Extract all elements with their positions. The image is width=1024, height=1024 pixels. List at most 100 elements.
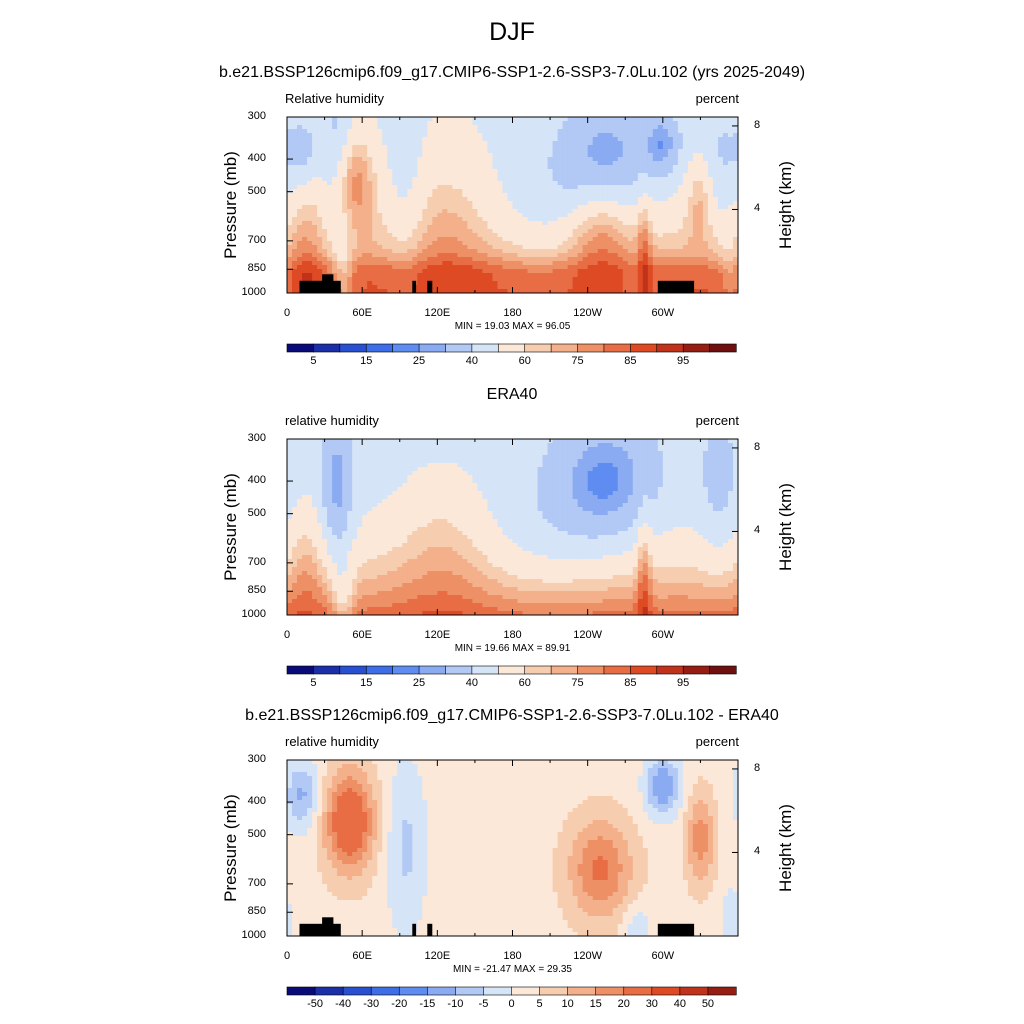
field-cell — [672, 137, 679, 142]
field-cell — [652, 157, 659, 162]
field-cell — [522, 145, 529, 150]
field-cell — [377, 157, 383, 162]
field-cell — [712, 161, 719, 166]
field-cell — [492, 269, 499, 274]
field-cell — [682, 459, 689, 464]
field-cell — [347, 475, 353, 480]
field-cell — [707, 213, 714, 218]
field-cell — [577, 213, 584, 218]
field-cell — [462, 177, 468, 182]
field-cell — [477, 181, 484, 186]
field-cell — [602, 137, 609, 142]
field-cell — [572, 193, 579, 198]
field-cell — [552, 141, 559, 146]
field-cell — [477, 253, 484, 258]
field-cell — [642, 205, 649, 210]
field-cell — [662, 145, 669, 150]
field-cell — [302, 237, 308, 242]
field-cell — [537, 117, 544, 122]
field-cell — [322, 209, 328, 214]
field-cell — [332, 265, 338, 270]
field-cell — [477, 141, 484, 146]
field-cell — [387, 245, 393, 250]
field-cell — [397, 455, 403, 460]
field-cell — [367, 245, 373, 250]
field-cell — [692, 145, 699, 150]
field-cell — [382, 289, 388, 293]
field-cell — [332, 145, 338, 150]
field-cell — [432, 451, 438, 456]
field-cell — [492, 467, 499, 472]
field-cell — [572, 189, 579, 194]
field-cell — [442, 169, 448, 174]
field-cell — [567, 201, 574, 206]
field-cell — [377, 133, 383, 138]
field-cell — [372, 245, 378, 250]
field-cell — [422, 289, 428, 293]
field-cell — [487, 153, 494, 158]
field-cell — [597, 265, 604, 270]
field-cell — [332, 165, 338, 170]
field-cell — [367, 201, 373, 206]
field-cell — [382, 217, 388, 222]
field-cell — [362, 165, 368, 170]
field-cell — [292, 181, 298, 186]
field-cell — [357, 447, 363, 452]
field-cell — [632, 117, 639, 122]
field-cell — [632, 157, 639, 162]
field-cell — [507, 177, 514, 182]
field-cell — [492, 443, 499, 448]
field-cell — [667, 149, 674, 154]
field-cell — [602, 121, 609, 126]
field-cell — [412, 237, 418, 242]
field-cell — [427, 241, 433, 246]
field-cell — [567, 193, 574, 198]
field-cell — [342, 253, 348, 258]
field-cell — [642, 149, 649, 154]
field-cell — [582, 241, 589, 246]
field-cell — [507, 261, 514, 266]
field-cell — [557, 289, 564, 293]
field-cell — [537, 157, 544, 162]
field-cell — [362, 153, 368, 158]
field-cell — [342, 269, 348, 274]
field-cell — [652, 285, 659, 290]
field-cell — [682, 257, 689, 262]
field-cell — [642, 273, 649, 278]
field-cell — [537, 463, 544, 468]
field-cell — [527, 117, 534, 122]
field-cell — [507, 185, 514, 190]
field-cell — [592, 185, 599, 190]
field-cell — [572, 237, 579, 242]
field-cell — [522, 149, 529, 154]
field-cell — [512, 273, 519, 278]
field-cell — [677, 269, 684, 274]
field-cell — [577, 193, 584, 198]
field-cell — [372, 439, 378, 444]
field-cell — [512, 459, 519, 464]
field-cell — [532, 177, 539, 182]
field-cell — [347, 443, 353, 448]
field-cell — [522, 285, 529, 290]
field-cell — [547, 479, 554, 484]
field-cell — [487, 149, 494, 154]
field-cell — [647, 141, 654, 146]
field-cell — [552, 221, 559, 226]
field-cell — [682, 181, 689, 186]
field-cell — [517, 169, 524, 174]
field-cell — [442, 141, 448, 146]
field-cell — [422, 193, 428, 198]
field-cell — [437, 133, 443, 138]
field-cell — [527, 233, 534, 238]
field-cell — [517, 237, 524, 242]
field-cell — [297, 439, 303, 444]
field-cell — [582, 117, 589, 122]
field-cell — [412, 153, 418, 158]
field-cell — [532, 213, 539, 218]
field-cell — [622, 245, 629, 250]
field-cell — [582, 451, 589, 456]
field-cell — [352, 285, 358, 290]
field-cell — [327, 217, 333, 222]
field-cell — [697, 125, 704, 130]
field-cell — [627, 153, 634, 158]
